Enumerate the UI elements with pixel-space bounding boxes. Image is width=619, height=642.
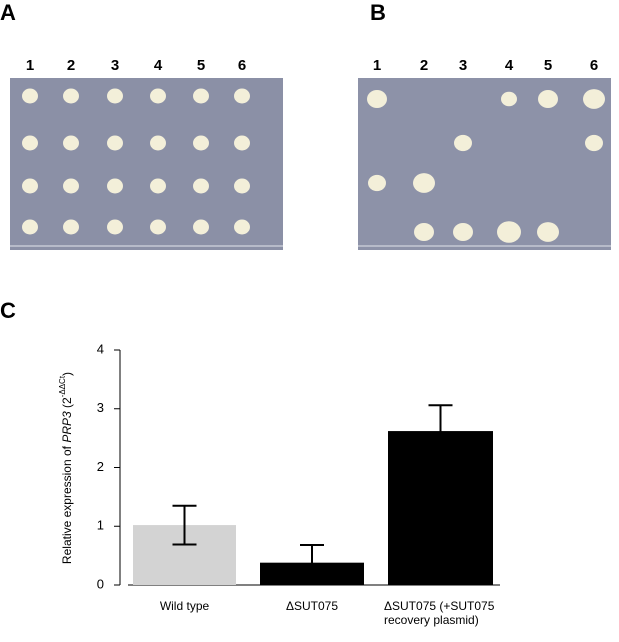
column-number: 3 <box>459 57 467 74</box>
column-number: 6 <box>590 57 598 74</box>
column-number: 4 <box>505 57 514 74</box>
x-tick-label: ΔSUT075 (+SUT075 <box>384 599 495 613</box>
y-label-part: -ΔΔCt <box>58 375 67 397</box>
panel-label: C <box>0 298 16 323</box>
y-tick-label: 1 <box>97 518 104 533</box>
colony <box>63 88 79 104</box>
panel-label: B <box>370 0 386 25</box>
colony <box>453 223 473 241</box>
column-number: 2 <box>420 57 428 74</box>
colony <box>193 178 209 194</box>
y-label-part: PRP3 <box>60 411 74 443</box>
y-label-part: (2 <box>60 397 74 411</box>
column-number: 1 <box>26 57 34 74</box>
colony <box>193 88 209 104</box>
colony <box>63 219 79 235</box>
y-label-part: ) <box>60 372 74 376</box>
colony <box>107 178 123 194</box>
colony <box>63 178 79 194</box>
colony <box>234 88 250 104</box>
colony <box>107 219 123 235</box>
colony <box>63 135 79 151</box>
x-tick-label: recovery plasmid) <box>384 613 479 627</box>
colony <box>22 135 38 151</box>
colony <box>537 222 559 242</box>
colony <box>193 219 209 235</box>
y-axis-label: Relative expression of PRP3 (2-ΔΔCt) <box>58 372 74 564</box>
column-number: 5 <box>197 57 205 74</box>
colony <box>585 134 603 152</box>
colony <box>107 135 123 151</box>
column-number: 1 <box>373 57 381 74</box>
colony <box>150 135 166 151</box>
colony <box>22 178 38 194</box>
colony <box>367 90 387 108</box>
panel-label: A <box>0 0 16 25</box>
y-tick-label: 2 <box>97 459 104 474</box>
colony <box>234 178 250 194</box>
colony <box>538 90 558 108</box>
colony <box>414 223 434 241</box>
y-tick-label: 3 <box>97 400 104 415</box>
colony <box>583 89 605 109</box>
colony <box>234 219 250 235</box>
plate-b <box>358 78 611 250</box>
colony <box>497 221 521 243</box>
colony <box>22 219 38 235</box>
colony <box>150 219 166 235</box>
colony <box>22 88 38 104</box>
column-number: 2 <box>67 57 75 74</box>
colony <box>150 88 166 104</box>
colony <box>193 135 209 151</box>
colony <box>413 173 435 193</box>
colony <box>234 135 250 151</box>
column-number: 5 <box>544 57 552 74</box>
colony <box>454 134 472 152</box>
column-number: 6 <box>238 57 246 74</box>
x-tick-label: Wild type <box>160 599 210 613</box>
y-tick-label: 0 <box>97 576 104 591</box>
colony <box>150 178 166 194</box>
colony <box>107 88 123 104</box>
y-tick-label: 4 <box>97 341 104 356</box>
column-number: 3 <box>111 57 119 74</box>
column-number: 4 <box>154 57 163 74</box>
y-label-part: Relative expression of <box>60 443 74 564</box>
colony <box>368 174 386 192</box>
colony <box>501 91 517 107</box>
x-tick-label: ΔSUT075 <box>286 599 338 613</box>
